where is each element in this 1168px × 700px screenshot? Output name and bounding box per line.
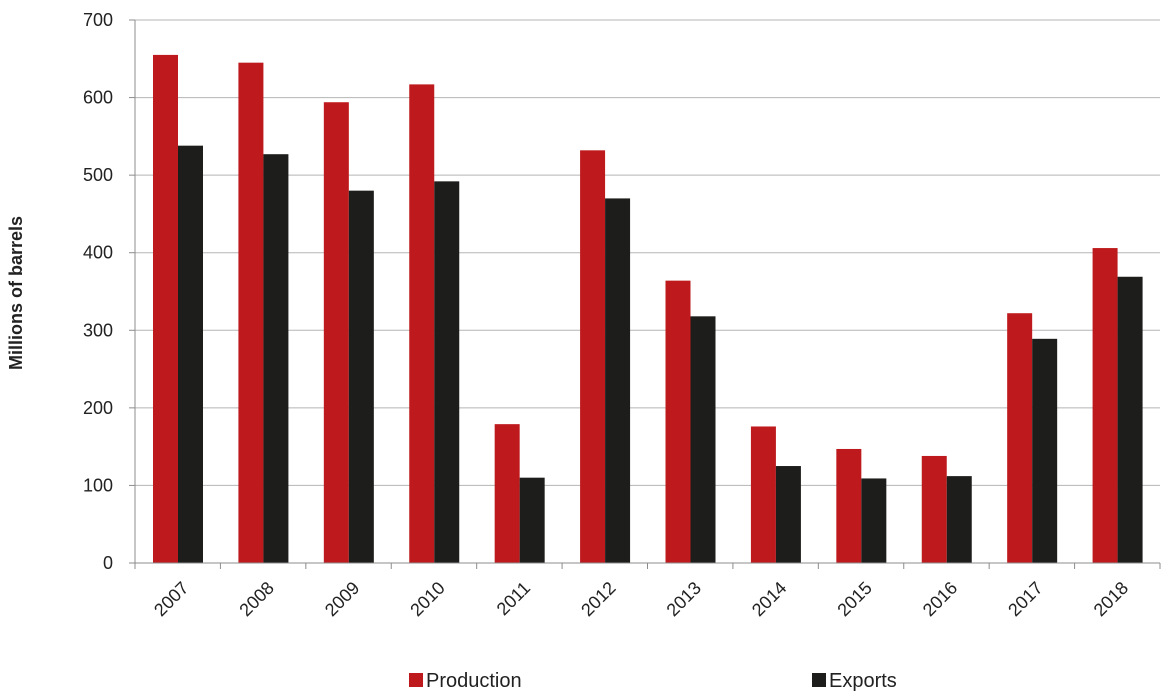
- bar-exports-2012: [605, 198, 631, 563]
- y-tick-label: 700: [83, 10, 113, 30]
- x-tick-label: 2011: [493, 578, 535, 620]
- x-tick-label: 2013: [663, 578, 705, 620]
- legend-item-exports: Exports: [812, 670, 897, 692]
- bar-production-2018: [1092, 248, 1118, 563]
- legend-label: Production: [426, 670, 522, 692]
- x-tick-label: 2012: [577, 578, 619, 620]
- bar-exports-2008: [263, 154, 289, 563]
- bar-production-2017: [1007, 313, 1033, 563]
- bar-production-2010: [409, 84, 435, 564]
- bar-exports-2009: [348, 190, 374, 563]
- bar-production-2013: [665, 280, 691, 563]
- bar-production-2015: [836, 448, 862, 563]
- bar-production-2007: [153, 54, 178, 564]
- bar-exports-2017: [1032, 338, 1058, 563]
- x-tick-label: 2010: [406, 578, 448, 620]
- bar-production-2009: [323, 102, 349, 564]
- bar-exports-2010: [434, 181, 460, 563]
- y-tick-label: 300: [83, 320, 113, 340]
- bar-exports-2018: [1117, 276, 1143, 563]
- x-tick-label: 2015: [833, 578, 875, 620]
- bar-production-2012: [580, 150, 606, 563]
- x-tick-label: 2016: [919, 578, 961, 620]
- x-tick-label: 2018: [1090, 578, 1132, 620]
- bar-production-2008: [238, 62, 264, 564]
- y-tick-label: 400: [83, 243, 113, 263]
- gridlines: [135, 19, 1160, 486]
- y-tick-label: 200: [83, 398, 113, 418]
- legend-swatch: [409, 673, 423, 687]
- bar-exports-2007: [178, 145, 203, 563]
- x-tick-labels: 2007 2008 2009 2010 2011 2012 2013 2014 2015 2016…: [150, 578, 1132, 620]
- bar-exports-2014: [775, 466, 801, 563]
- x-tick-label: 2014: [748, 578, 790, 620]
- legend-label: Exports: [829, 670, 897, 692]
- bar-exports-2016: [946, 476, 972, 563]
- y-tick-label: 500: [83, 165, 113, 185]
- legend-item-production: Production: [409, 670, 522, 692]
- y-axis-title: Millions of barrels: [6, 216, 26, 370]
- bars: [153, 54, 1143, 564]
- x-tick-label: 2009: [321, 578, 363, 620]
- bar-exports-2011: [519, 477, 545, 563]
- bar-production-2011: [494, 424, 520, 563]
- bar-production-2014: [750, 426, 776, 563]
- y-tick-label: 100: [83, 475, 113, 495]
- bar-exports-2015: [861, 478, 887, 563]
- x-tick-label: 2017: [1004, 578, 1046, 620]
- bar-production-2016: [921, 455, 947, 563]
- y-tick-label: 0: [103, 553, 113, 573]
- legend-swatch: [812, 673, 826, 687]
- legend: Production Exports: [409, 670, 897, 692]
- y-tick-labels: 0 100 200 300 400 500 600 700: [83, 10, 113, 573]
- y-tick-label: 600: [83, 88, 113, 108]
- x-tick-label: 2008: [235, 578, 277, 620]
- axes: [129, 19, 1161, 569]
- bar-exports-2013: [690, 316, 716, 563]
- x-tick-label: 2007: [150, 578, 192, 620]
